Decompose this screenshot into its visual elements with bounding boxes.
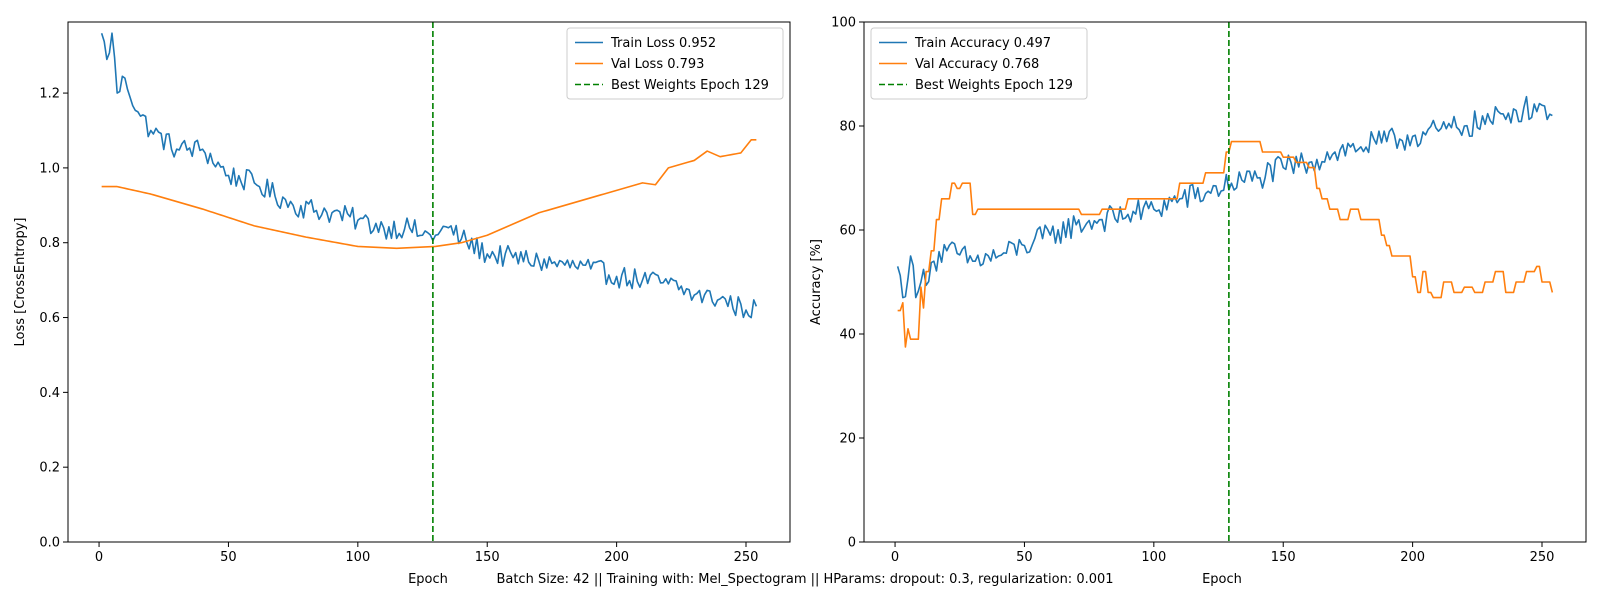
y-tick-label-2: 40 bbox=[839, 328, 856, 343]
x-tick-label-0: 0 bbox=[891, 550, 899, 565]
x-tick-label-1: 50 bbox=[1016, 550, 1033, 565]
footer-xlabel-right: Epoch bbox=[1202, 572, 1242, 587]
y-tick-label-1: 20 bbox=[839, 432, 856, 447]
y-tick-label-1: 0.2 bbox=[39, 461, 60, 476]
y-tick-label-4: 80 bbox=[839, 120, 856, 135]
plot-frame bbox=[863, 21, 1587, 543]
footer-xlabel-left: Epoch bbox=[408, 572, 448, 587]
x-tick-label-5: 250 bbox=[734, 550, 759, 565]
x-tick-label-4: 200 bbox=[1400, 550, 1425, 565]
y-tick-label-0: 0 bbox=[848, 536, 856, 551]
series-line-1 bbox=[897, 140, 1554, 348]
footer: Epoch Batch Size: 42 || Training with: M… bbox=[408, 572, 1242, 587]
x-tick-label-2: 100 bbox=[1141, 550, 1166, 565]
y-tick-label-5: 100 bbox=[831, 16, 856, 31]
y-tick-label-3: 60 bbox=[839, 224, 856, 239]
x-tick-label-4: 200 bbox=[604, 550, 629, 565]
legend-box bbox=[566, 27, 784, 100]
plot-lines bbox=[100, 32, 758, 319]
y-axis-label: Accuracy [%] bbox=[809, 239, 824, 325]
legend-box bbox=[870, 27, 1088, 100]
x-tick-label-5: 250 bbox=[1530, 550, 1555, 565]
series-line-0 bbox=[100, 32, 758, 319]
y-tick-label-0: 0.0 bbox=[39, 536, 60, 551]
series-line-0 bbox=[896, 95, 1553, 299]
legend: Train Loss 0.952 Val Loss 0.793 Best Weigh… bbox=[566, 27, 784, 100]
accuracy-chart: 0 50 100 150 200 250 0 20 40 60 80 100 Accuracy [%] T… bbox=[809, 16, 1587, 565]
plot-frame bbox=[67, 21, 791, 543]
x-tick-label-1: 50 bbox=[220, 550, 237, 565]
x-tick-label-2: 100 bbox=[345, 550, 370, 565]
y-tick-label-5: 1.0 bbox=[39, 161, 60, 176]
series-line-1 bbox=[101, 139, 757, 250]
x-tick-label-3: 150 bbox=[1271, 550, 1296, 565]
footer-caption: Batch Size: 42 || Training with: Mel_Spe… bbox=[496, 572, 1113, 587]
legend-label-2: Best Weights Epoch 129 bbox=[611, 78, 769, 93]
legend-label-2: Best Weights Epoch 129 bbox=[915, 78, 1073, 93]
x-tick-label-0: 0 bbox=[95, 550, 103, 565]
legend-label-1: Val Loss 0.793 bbox=[611, 57, 704, 72]
y-tick-label-2: 0.4 bbox=[39, 386, 60, 401]
y-tick-label-6: 1.2 bbox=[39, 87, 60, 102]
loss-chart: 0 50 100 150 200 250 0.0 0.2 0.4 0.6 0.8 1.0 1.2 Loss… bbox=[13, 21, 791, 565]
legend-label-0: Train Loss 0.952 bbox=[610, 36, 716, 51]
y-axis-label: Loss [CrossEntropy] bbox=[13, 218, 28, 347]
legend-label-1: Val Accuracy 0.768 bbox=[915, 57, 1039, 72]
y-tick-label-3: 0.6 bbox=[39, 311, 60, 326]
x-tick-label-3: 150 bbox=[475, 550, 500, 565]
y-tick-label-4: 0.8 bbox=[39, 236, 60, 251]
plot-lines bbox=[896, 95, 1554, 348]
legend-label-0: Train Accuracy 0.497 bbox=[914, 36, 1051, 51]
legend: Train Accuracy 0.497 Val Accuracy 0.768 Be… bbox=[870, 27, 1088, 100]
